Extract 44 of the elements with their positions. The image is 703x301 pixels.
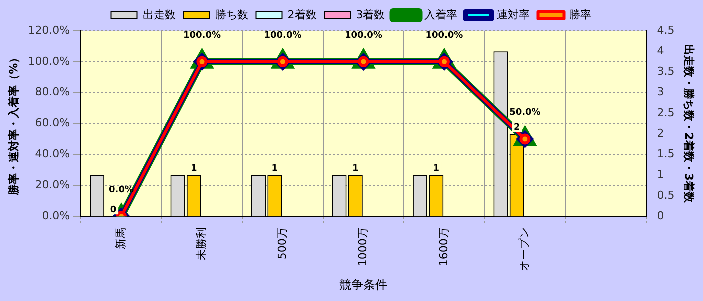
y2-tick-label: 4.5	[657, 24, 675, 37]
y2-tick-label: 2	[657, 126, 664, 140]
y2-axis-title: 出走数・勝ち数・2着数・3着数	[682, 44, 696, 204]
data-label: 2	[514, 122, 520, 133]
y-tick-label: 100.0%	[28, 54, 70, 68]
x-tick-label: 1600万	[437, 228, 450, 267]
data-label: 1	[272, 164, 278, 174]
y-tick-label: 20.0%	[35, 178, 70, 192]
legend-label: 連対率	[497, 8, 530, 22]
data-label: 100.0%	[264, 30, 302, 41]
legend-label: 出走数	[142, 8, 176, 22]
legend-label: 3着数	[356, 8, 386, 22]
data-label: 1	[352, 164, 359, 174]
y2-tick-label: 0	[657, 209, 664, 222]
data-label: 50.0%	[510, 108, 541, 118]
y-tick-label: 60.0%	[35, 116, 70, 130]
data-label: 1	[191, 164, 198, 174]
data-label: 1	[433, 164, 440, 174]
y2-tick-label: 3.5	[657, 65, 675, 78]
data-label: 100.0%	[184, 30, 221, 41]
y2-tick-label: 2.5	[657, 106, 675, 120]
data-label: 100.0%	[344, 30, 382, 41]
y2-tick-label: 1.5	[657, 148, 675, 161]
y-tick-label: 80.0%	[35, 86, 70, 99]
y-axis-title: 勝率・連対率・入着率（%）	[7, 52, 20, 196]
x-tick-label: 1000万	[356, 228, 370, 267]
x-tick-label: 500万	[276, 228, 289, 260]
y2-tick-label: 4	[657, 44, 664, 58]
y2-tick-label: 1	[657, 168, 664, 182]
legend-label: 2着数	[288, 8, 317, 22]
x-axis-title: 競争条件	[340, 278, 388, 292]
legend-label: 勝率	[570, 8, 592, 22]
legend-label: 勝ち数	[215, 8, 248, 22]
y-tick-label: 0.0%	[42, 209, 70, 222]
data-label: 0	[110, 205, 117, 216]
x-tick-label: オープン	[518, 228, 532, 272]
y2-tick-label: 3	[657, 86, 664, 99]
x-tick-label: 未勝利	[195, 228, 208, 261]
y2-tick-label: 0.5	[657, 188, 675, 202]
data-label: 100.0%	[426, 30, 464, 41]
legend-label: 入着率	[424, 8, 458, 22]
y-tick-label: 40.0%	[35, 148, 70, 161]
x-tick-label: 新馬	[114, 228, 128, 250]
y-tick-label: 120.0%	[28, 24, 70, 37]
